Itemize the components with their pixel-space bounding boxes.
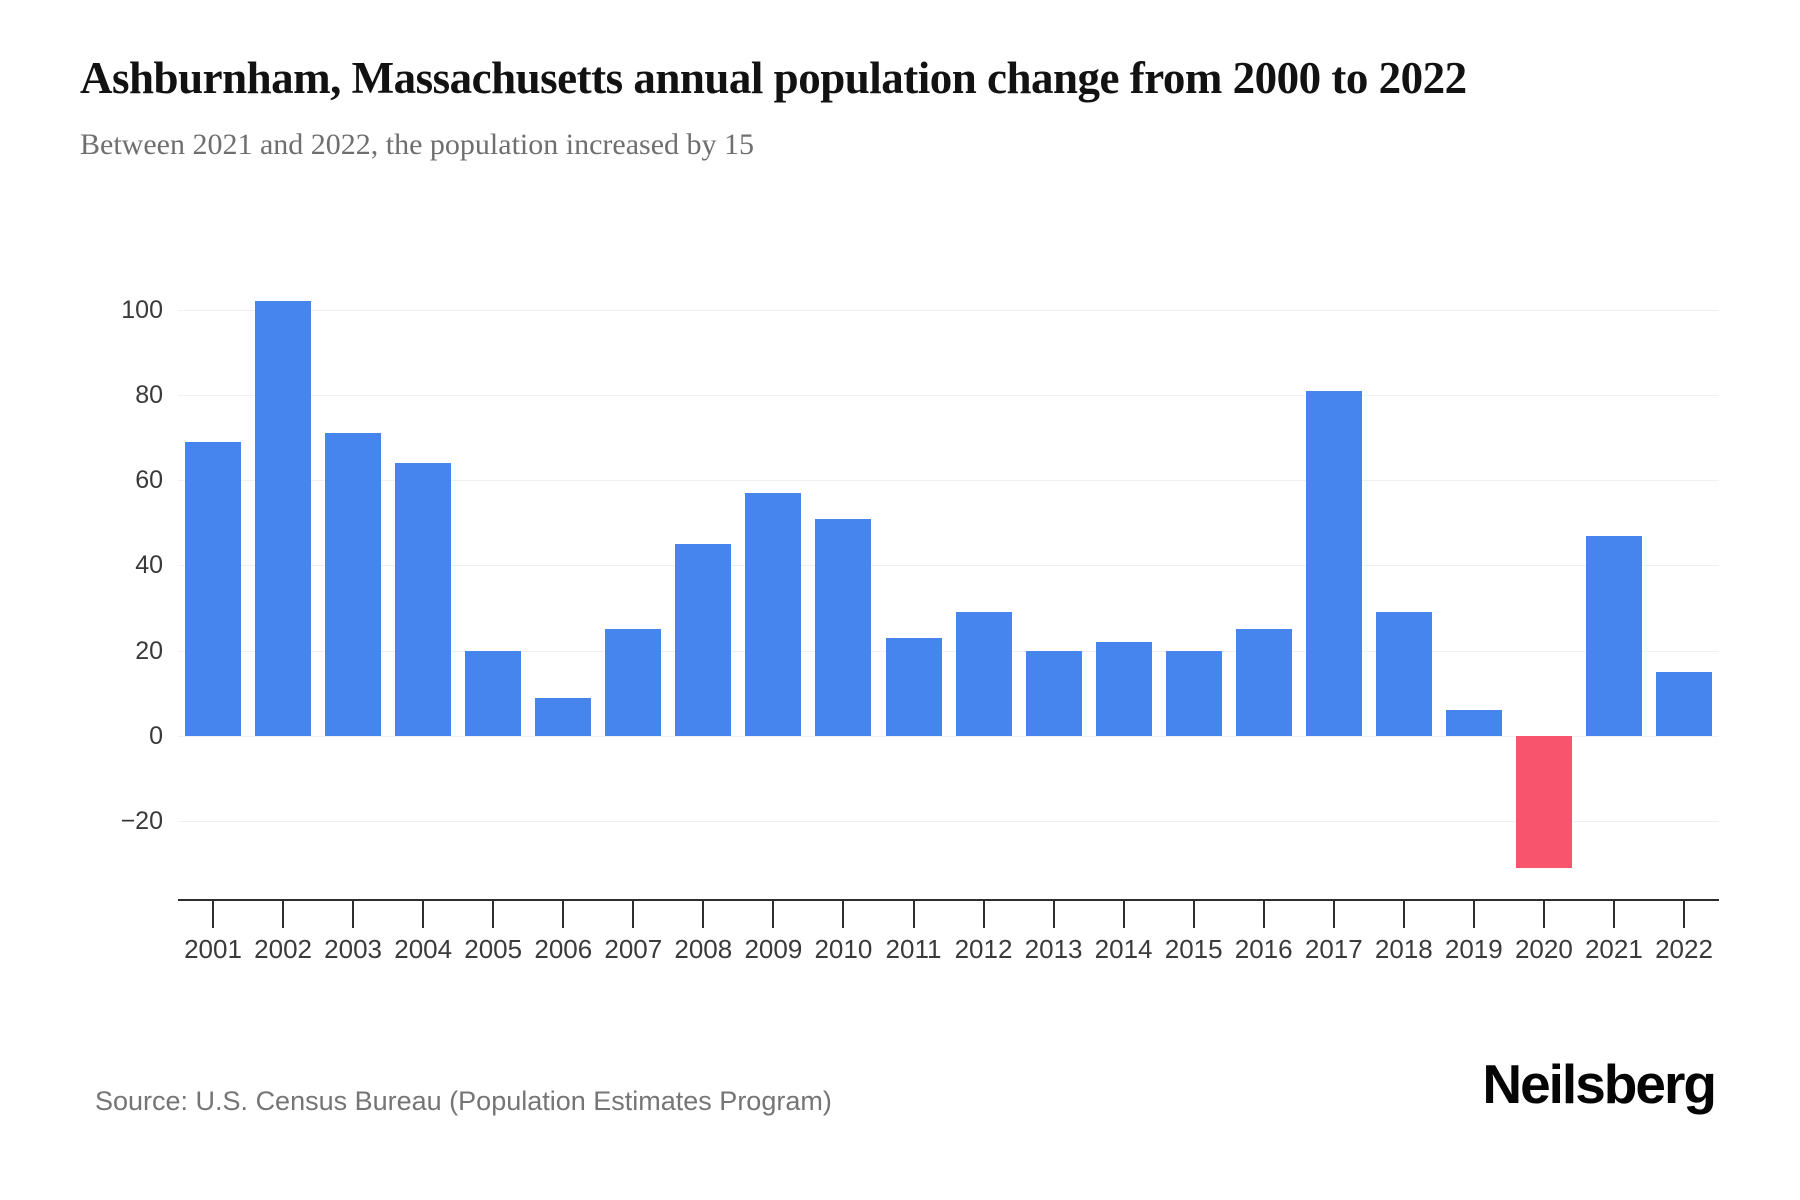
x-axis-label-2017: 2017 [1304, 934, 1363, 964]
bar-2013[interactable] [1025, 650, 1082, 736]
x-axis-label-2016: 2016 [1234, 934, 1293, 964]
bar-2015[interactable] [1165, 650, 1222, 736]
x-tick-2020 [1542, 901, 1545, 928]
bar-2005[interactable] [465, 650, 522, 736]
x-axis-label-2007: 2007 [604, 934, 663, 964]
x-axis-label-2013: 2013 [1024, 934, 1083, 964]
x-tick-2007 [632, 901, 635, 928]
x-tick-2013 [1052, 901, 1055, 928]
x-axis-label-2006: 2006 [534, 934, 593, 964]
x-tick-2017 [1332, 901, 1335, 928]
x-axis-label-2001: 2001 [184, 934, 242, 964]
x-tick-2015 [1192, 901, 1195, 928]
bar-2004[interactable] [395, 463, 452, 736]
bar-2001[interactable] [185, 441, 241, 736]
x-axis-label-2015: 2015 [1164, 934, 1223, 964]
bar-2017[interactable] [1305, 390, 1362, 736]
x-tick-2004 [422, 901, 425, 928]
x-axis-label-2014: 2014 [1094, 934, 1153, 964]
x-axis-label-2003: 2003 [324, 934, 383, 964]
y-axis-label-0: 0 [149, 721, 163, 750]
bar-2009[interactable] [745, 492, 802, 736]
x-tick-2008 [702, 901, 705, 928]
bar-2002[interactable] [255, 301, 312, 736]
gridline-40 [178, 565, 1719, 567]
x-axis-label-2005: 2005 [464, 934, 523, 964]
gridline-60 [178, 480, 1719, 482]
x-tick-2002 [282, 901, 285, 928]
x-tick-2010 [842, 901, 845, 928]
x-tick-2019 [1472, 901, 1475, 928]
bar-chart: 100 80 60 40 20 0 −20 2001 2002 2003 2004 2005 2006… [121, 250, 1719, 970]
gridline--20 [178, 821, 1719, 823]
bar-2007[interactable] [605, 629, 662, 736]
x-axis-label-2022: 2022 [1655, 934, 1713, 964]
bar-2006[interactable] [535, 697, 592, 736]
x-axis-label-2018: 2018 [1374, 934, 1433, 964]
bar-2021[interactable] [1585, 535, 1642, 736]
x-axis-label-2019: 2019 [1444, 934, 1503, 964]
bar-2010[interactable] [815, 518, 872, 736]
x-axis-line [178, 899, 1719, 901]
brand-logo: Neilsberg [1482, 1053, 1717, 1115]
x-axis-label-2009: 2009 [744, 934, 803, 964]
bar-2016[interactable] [1235, 629, 1292, 736]
gridline-80 [178, 394, 1719, 396]
source-note: Source: U.S. Census Bureau (Population E… [95, 1086, 832, 1116]
chart-subtitle: Between 2021 and 2022, the population in… [80, 128, 755, 161]
x-tick-2022 [1683, 901, 1685, 928]
y-axis-label-60: 60 [135, 466, 163, 495]
plot-area: 100 80 60 40 20 0 −20 [121, 250, 1719, 885]
x-axis-label-2010: 2010 [814, 934, 873, 964]
bar-2008[interactable] [675, 544, 732, 736]
x-tick-2016 [1262, 901, 1265, 928]
bar-2020[interactable] [1515, 735, 1572, 868]
x-axis-label-2011: 2011 [885, 934, 942, 964]
x-tick-2001 [212, 901, 214, 928]
x-axis-label-2004: 2004 [394, 934, 453, 964]
y-axis-label-100: 100 [121, 295, 163, 324]
y-axis-label-40: 40 [135, 551, 163, 580]
x-tick-2021 [1612, 901, 1615, 928]
y-axis-label-80: 80 [135, 380, 163, 409]
x-tick-2005 [492, 901, 495, 928]
x-tick-2009 [772, 901, 775, 928]
y-axis-label-20: 20 [135, 636, 163, 665]
x-axis-label-2012: 2012 [954, 934, 1013, 964]
x-axis-label-2020: 2020 [1514, 934, 1573, 964]
chart-title: Ashburnham, Massachusetts annual populat… [80, 53, 1467, 103]
x-axis-label-2021: 2021 [1584, 934, 1643, 964]
gridline-0 [178, 735, 1719, 737]
x-tick-2014 [1122, 901, 1125, 928]
gridline-100 [178, 309, 1719, 311]
bar-2018[interactable] [1375, 612, 1432, 736]
bar-2014[interactable] [1095, 642, 1152, 736]
y-axis-label--20: −20 [120, 807, 163, 836]
x-tick-2006 [562, 901, 565, 928]
x-axis-label-2002: 2002 [254, 934, 313, 964]
bar-2022[interactable] [1656, 671, 1712, 736]
x-tick-2011 [912, 901, 915, 928]
x-axis-label-2008: 2008 [674, 934, 733, 964]
bar-2019[interactable] [1445, 710, 1502, 736]
x-tick-2012 [982, 901, 985, 928]
bar-2011[interactable] [885, 637, 942, 736]
bar-2012[interactable] [955, 612, 1012, 736]
gridline-20 [178, 650, 1719, 652]
x-tick-2018 [1402, 901, 1405, 928]
bar-2003[interactable] [325, 433, 382, 736]
x-tick-2003 [352, 901, 355, 928]
